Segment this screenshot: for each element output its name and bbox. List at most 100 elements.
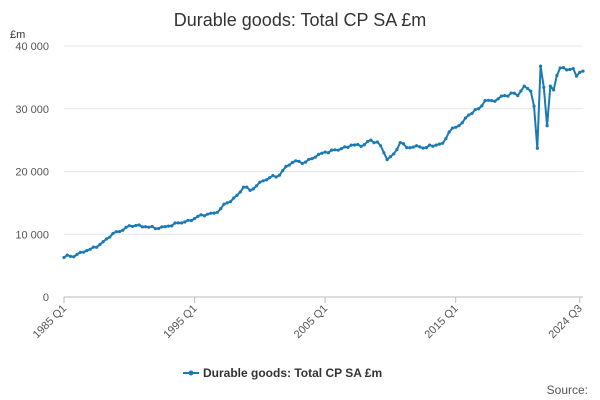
data-point[interactable] [137,223,141,227]
data-point[interactable] [114,230,118,234]
data-point[interactable] [535,146,539,150]
data-point[interactable] [418,145,422,149]
data-point[interactable] [173,221,177,225]
data-point[interactable] [147,225,151,229]
data-point[interactable] [163,225,167,229]
data-point[interactable] [525,86,530,91]
data-point[interactable] [405,146,409,150]
data-point[interactable] [434,143,438,147]
data-point[interactable] [140,225,144,229]
data-point[interactable] [339,147,344,151]
data-point[interactable] [91,245,95,249]
data-point[interactable] [571,66,575,71]
data-point[interactable] [310,157,314,161]
data-point[interactable] [359,144,363,148]
data-point[interactable] [388,155,393,159]
data-point[interactable] [157,226,161,231]
data-point[interactable] [186,218,190,222]
data-point[interactable] [130,224,135,229]
data-point[interactable] [232,196,236,200]
data-point[interactable] [320,151,324,155]
data-point[interactable] [225,201,229,205]
data-point[interactable] [506,94,510,98]
data-point[interactable] [463,116,468,120]
data-point[interactable] [552,88,556,92]
data-point[interactable] [98,242,102,247]
data-point[interactable] [369,138,373,142]
data-point[interactable] [555,73,559,78]
data-point[interactable] [150,224,154,229]
data-point[interactable] [121,228,125,232]
data-point[interactable] [228,200,233,204]
data-point[interactable] [127,224,131,228]
data-point[interactable] [490,98,494,103]
data-point[interactable] [297,159,301,163]
data-point[interactable] [323,150,327,154]
data-point[interactable] [104,237,109,241]
data-point[interactable] [352,143,357,147]
data-point[interactable] [545,124,549,128]
data-point[interactable] [326,151,330,155]
data-point[interactable] [499,94,503,98]
data-point[interactable] [95,245,99,249]
data-point[interactable] [349,143,353,147]
data-point[interactable] [561,66,566,70]
data-point[interactable] [578,70,582,74]
data-point[interactable] [144,225,148,229]
data-point[interactable] [470,111,474,115]
data-point[interactable] [202,214,206,218]
data-point[interactable] [101,240,105,244]
data-point[interactable] [581,69,585,73]
data-point[interactable] [307,157,311,161]
data-point[interactable] [215,210,220,214]
data-point[interactable] [254,184,259,188]
data-point[interactable] [277,173,282,177]
data-point[interactable] [382,151,386,155]
data-point[interactable] [529,89,533,93]
data-point[interactable] [72,255,76,259]
data-point[interactable] [290,160,295,165]
data-point[interactable] [258,180,262,184]
data-point[interactable] [516,93,520,98]
data-point[interactable] [411,145,415,149]
data-point[interactable] [450,126,455,130]
data-point[interactable] [219,207,223,211]
data-point[interactable] [496,97,500,101]
data-point[interactable] [274,175,278,179]
data-point[interactable] [558,66,562,70]
data-point[interactable] [565,68,569,72]
data-point[interactable] [75,252,79,256]
data-point[interactable] [454,125,458,129]
data-point[interactable] [548,84,552,88]
data-point[interactable] [108,235,112,239]
data-point[interactable] [392,152,396,156]
data-point[interactable] [385,157,389,162]
data-point[interactable] [85,248,89,253]
data-point[interactable] [372,141,376,145]
data-point[interactable] [245,185,249,189]
data-point[interactable] [346,145,350,149]
data-point[interactable] [209,211,213,215]
data-point[interactable] [542,85,546,90]
data-point[interactable] [212,211,216,215]
data-point[interactable] [111,231,115,236]
data-point[interactable] [457,124,461,128]
data-point[interactable] [568,67,572,72]
data-point[interactable] [199,213,203,217]
data-point[interactable] [503,93,507,98]
data-point[interactable] [398,141,402,145]
data-point[interactable] [509,91,513,95]
data-point[interactable] [88,247,92,251]
data-point[interactable] [424,146,428,150]
data-point[interactable] [365,139,370,144]
data-point[interactable] [294,159,298,163]
data-point[interactable] [160,225,164,229]
data-point[interactable] [317,152,321,156]
data-point[interactable] [189,219,193,223]
data-point[interactable] [421,146,425,150]
data-point[interactable] [538,64,543,68]
data-point[interactable] [414,144,419,148]
data-point[interactable] [166,224,171,228]
data-point[interactable] [512,91,517,95]
data-point[interactable] [437,142,441,146]
